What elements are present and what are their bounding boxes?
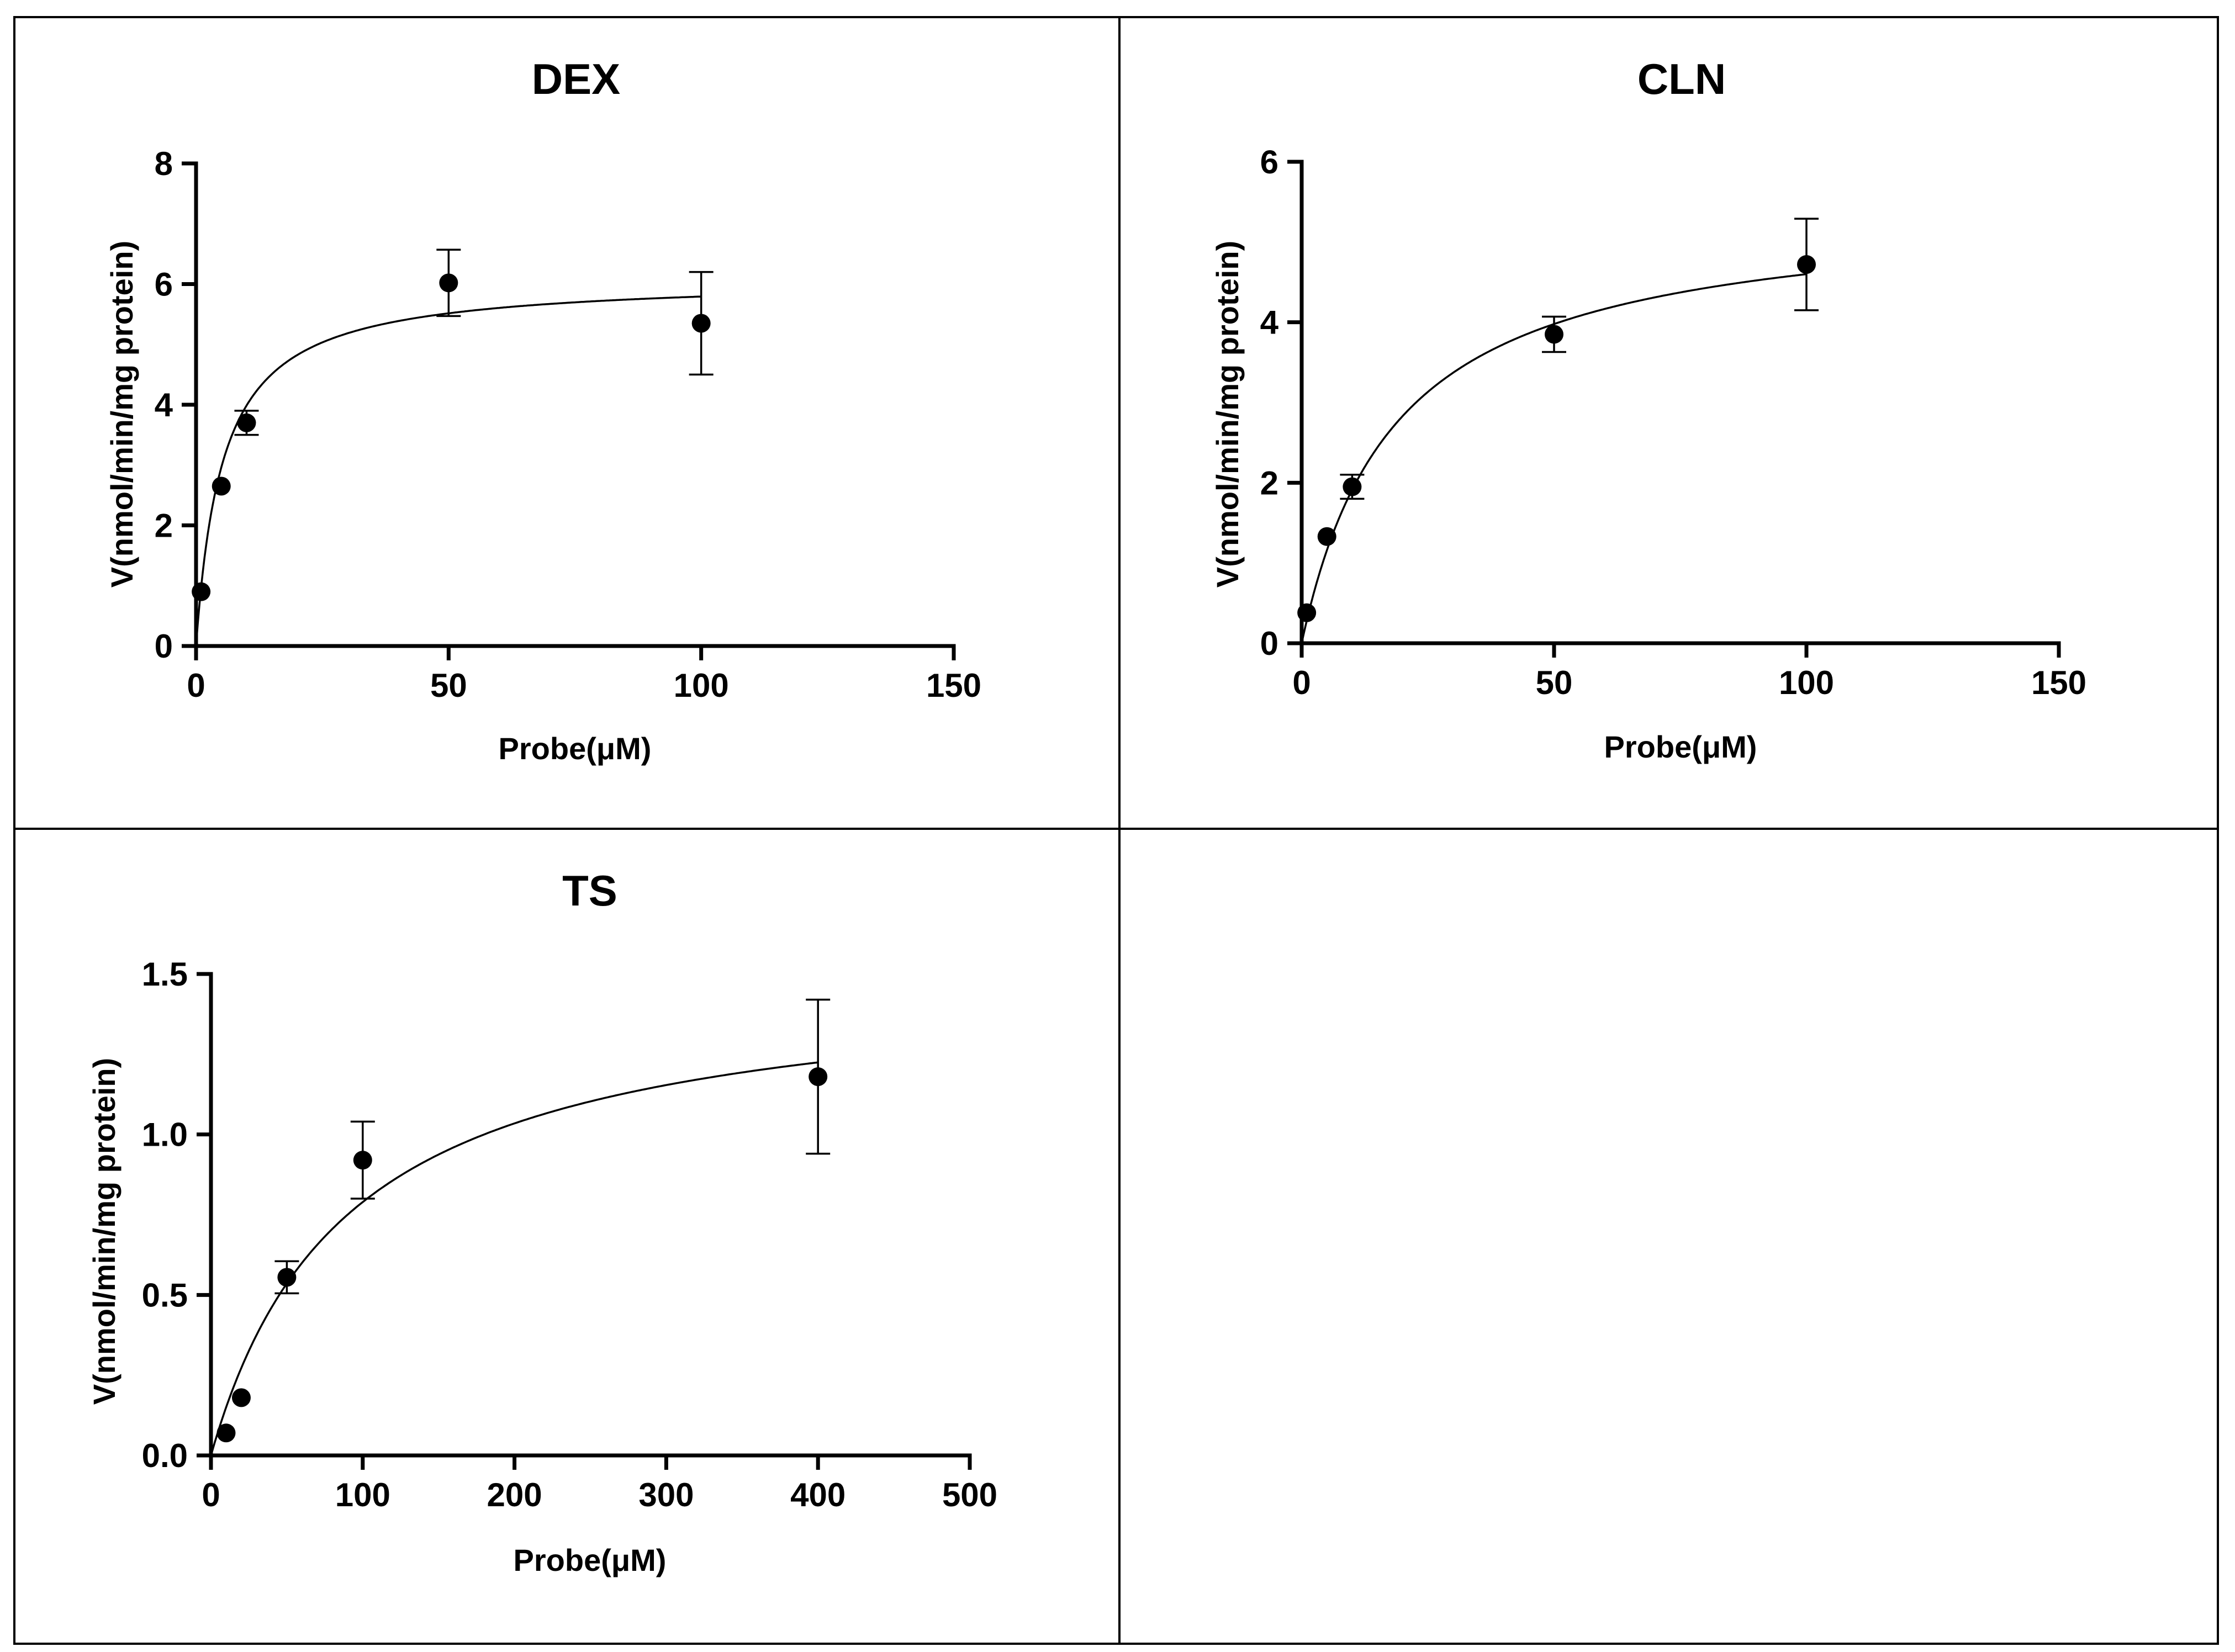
panel-cln: CLN Probe(μM) V(nmol/min/mg protein) 0 50… bbox=[1210, 55, 2086, 764]
x-tick-label: 400 bbox=[790, 1476, 846, 1513]
x-tick-label: 100 bbox=[335, 1476, 390, 1513]
y-tick-label: 2 bbox=[155, 507, 173, 544]
y-tick-label: 1.0 bbox=[142, 1116, 188, 1153]
grid-outer-border bbox=[13, 16, 2219, 1645]
data-point bbox=[439, 273, 458, 293]
panel-ts: TS Probe(μM) V(nmol/min/mg protein) 0 100… bbox=[87, 866, 997, 1577]
y-tick-label: 6 bbox=[155, 266, 173, 303]
panel-title: TS bbox=[562, 866, 617, 915]
fit-curve bbox=[210, 1061, 818, 1456]
data-point bbox=[1343, 477, 1362, 496]
y-tick-label: 4 bbox=[155, 386, 173, 423]
x-axis-title: Probe(μM) bbox=[1604, 729, 1757, 764]
data-point bbox=[277, 1268, 297, 1287]
data-point bbox=[1797, 255, 1816, 274]
y-tick-label: 2 bbox=[1260, 464, 1278, 501]
y-tick-label: 6 bbox=[1260, 144, 1278, 181]
y-tick-label: 0.0 bbox=[142, 1437, 188, 1474]
y-axis-title: V(nmol/min/mg protein) bbox=[104, 241, 139, 587]
x-tick-label: 0 bbox=[202, 1476, 220, 1513]
data-point bbox=[231, 1388, 251, 1407]
y-axis-title: V(nmol/min/mg protein) bbox=[87, 1058, 121, 1405]
y-tick-label: 4 bbox=[1260, 304, 1279, 341]
data-point bbox=[237, 413, 256, 432]
fit-curve bbox=[195, 295, 701, 647]
data-point bbox=[353, 1151, 372, 1170]
x-tick-label: 50 bbox=[1536, 664, 1573, 701]
panel-title: DEX bbox=[532, 55, 620, 103]
data-point bbox=[216, 1423, 236, 1443]
data-point bbox=[1317, 527, 1336, 546]
x-axis-title: Probe(μM) bbox=[499, 731, 652, 766]
data-point bbox=[192, 582, 211, 601]
panel-grid bbox=[13, 16, 2219, 1645]
x-tick-label: 500 bbox=[942, 1476, 997, 1513]
y-tick-label: 0 bbox=[155, 628, 173, 665]
data-point bbox=[691, 314, 711, 333]
x-tick-label: 100 bbox=[674, 667, 729, 704]
data-point bbox=[1545, 325, 1563, 344]
x-tick-label: 150 bbox=[926, 667, 981, 704]
y-tick-label: 0 bbox=[1260, 625, 1278, 662]
panel-title: CLN bbox=[1637, 55, 1726, 103]
panel-dex: DEX Probe(μM) V(nmol/min/mg protein) 0 50… bbox=[104, 55, 981, 766]
data-point bbox=[212, 476, 231, 496]
y-tick-label: 1.5 bbox=[142, 956, 188, 993]
x-tick-label: 200 bbox=[487, 1476, 542, 1513]
data-point bbox=[809, 1067, 828, 1087]
y-tick-label: 8 bbox=[155, 145, 173, 182]
x-tick-label: 0 bbox=[1292, 664, 1311, 701]
x-tick-label: 50 bbox=[430, 667, 467, 704]
x-tick-label: 100 bbox=[1779, 664, 1834, 701]
x-tick-label: 0 bbox=[187, 667, 205, 704]
y-axis-title: V(nmol/min/mg protein) bbox=[1210, 241, 1245, 587]
x-axis-title: Probe(μM) bbox=[514, 1543, 667, 1577]
data-point bbox=[1297, 603, 1317, 622]
x-tick-label: 300 bbox=[638, 1476, 694, 1513]
x-tick-label: 150 bbox=[2031, 664, 2086, 701]
y-tick-label: 0.5 bbox=[142, 1277, 188, 1314]
